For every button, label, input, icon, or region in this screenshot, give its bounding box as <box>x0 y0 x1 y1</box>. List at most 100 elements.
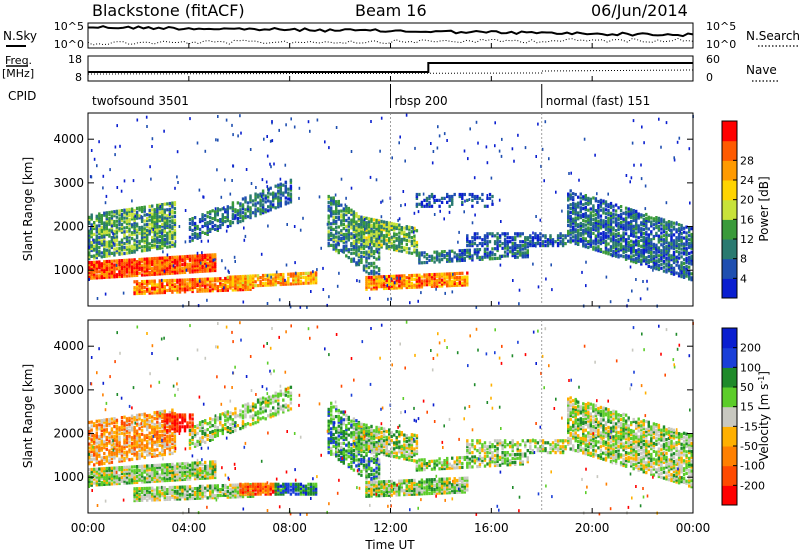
power-cell <box>372 224 376 228</box>
power-cell <box>135 214 139 218</box>
power-cell <box>216 279 219 283</box>
power-cell <box>156 227 159 231</box>
velocity-cell <box>183 471 187 476</box>
power-cell <box>496 256 499 260</box>
power-cell <box>614 244 618 248</box>
power-cell <box>473 194 477 199</box>
power-cell <box>382 236 386 240</box>
power-cell <box>211 253 214 257</box>
power-cell <box>410 281 414 285</box>
power-cell <box>594 246 598 250</box>
power-cell <box>326 222 329 226</box>
power-cell <box>327 220 330 224</box>
velocity-cell <box>151 488 154 492</box>
power-cell <box>158 281 161 285</box>
power-cell <box>128 227 131 231</box>
power-cell <box>672 255 676 259</box>
velocity-cell <box>140 478 144 482</box>
power-cell <box>161 210 164 215</box>
power-cell <box>138 259 141 263</box>
power-cell <box>234 260 236 263</box>
power-cell <box>254 194 257 198</box>
nsky-label: N.Sky <box>3 29 37 43</box>
velocity-cell <box>201 494 204 498</box>
power-cell <box>577 236 580 241</box>
power-cell <box>572 229 575 233</box>
power-cell <box>285 181 288 185</box>
power-cell <box>672 239 676 243</box>
power-cell <box>667 259 671 263</box>
power-cell <box>193 216 197 220</box>
power-cell <box>241 278 245 282</box>
power-cell <box>211 285 214 289</box>
power-cell <box>645 232 648 236</box>
velocity-cell <box>196 488 199 492</box>
power-cell <box>199 233 202 237</box>
power-cell <box>143 231 146 235</box>
power-cell <box>544 240 547 244</box>
power-cell <box>138 241 141 245</box>
velocity-cell <box>173 491 177 495</box>
power-cell <box>112 241 115 245</box>
velocity-cell <box>140 472 144 476</box>
power-cell <box>372 269 376 273</box>
power-cell <box>395 280 398 284</box>
power-cell <box>95 276 98 280</box>
power-cell <box>345 240 348 244</box>
power-cell <box>178 255 182 259</box>
power-cell <box>217 138 219 142</box>
power-cell <box>483 240 487 244</box>
power-cell <box>138 271 141 275</box>
power-cell <box>582 232 585 236</box>
power-cell <box>125 264 129 268</box>
power-cell <box>98 270 101 274</box>
power-cell <box>655 251 658 255</box>
power-cell <box>163 287 166 291</box>
power-cell <box>587 220 590 224</box>
power-cell <box>166 237 169 241</box>
power-cell <box>120 272 124 276</box>
power-cell <box>367 219 371 223</box>
power-cell <box>645 226 648 230</box>
power-cell <box>667 269 671 273</box>
power-cell <box>448 259 451 263</box>
power-cell <box>535 155 537 158</box>
power-cell <box>388 225 391 229</box>
power-cell <box>201 259 204 263</box>
power-cell <box>95 228 98 232</box>
velocity-cell <box>90 477 93 481</box>
power-cell <box>105 248 108 252</box>
power-cell <box>451 290 454 294</box>
power-cell <box>130 211 134 215</box>
power-cell <box>98 264 101 268</box>
power-cell <box>277 185 280 189</box>
power-cell <box>635 217 638 221</box>
power-cell <box>138 291 141 295</box>
power-cell <box>680 231 683 235</box>
power-cell <box>548 157 550 161</box>
power-cell <box>161 203 164 207</box>
power-cell <box>489 250 492 254</box>
velocity-cell <box>168 478 172 482</box>
power-cell <box>201 251 203 255</box>
power-cell <box>204 231 207 235</box>
power-cell <box>219 225 222 230</box>
power-cell <box>90 227 93 231</box>
power-cell <box>267 281 270 285</box>
power-cell <box>193 285 197 290</box>
power-cell <box>652 264 656 268</box>
power-cell <box>365 258 368 262</box>
power-cell <box>98 260 101 264</box>
power-cell <box>486 255 489 259</box>
power-cell <box>261 189 265 193</box>
power-cell <box>352 247 356 251</box>
power-cell <box>619 246 623 250</box>
power-cell <box>637 244 640 248</box>
power-cell <box>93 270 96 274</box>
power-cell <box>498 149 501 153</box>
power-cell <box>231 209 235 213</box>
power-cell <box>206 283 209 287</box>
power-cell <box>367 281 371 285</box>
power-cell <box>130 209 134 213</box>
